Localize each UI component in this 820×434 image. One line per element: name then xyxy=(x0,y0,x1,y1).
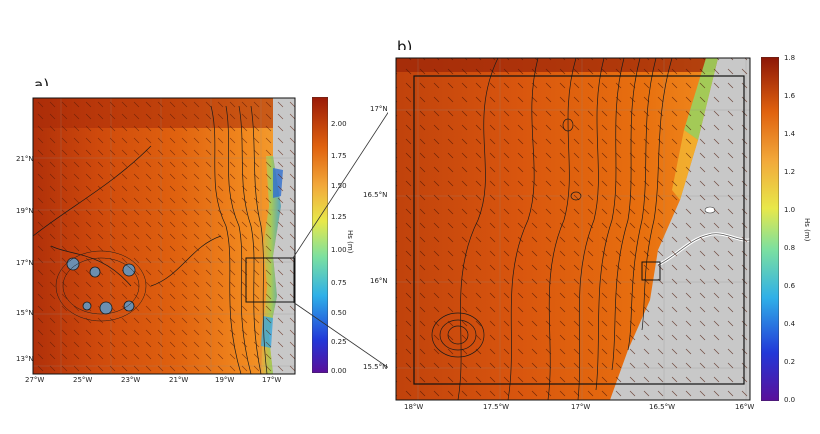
panel-a-xtick: 23°W xyxy=(121,376,141,384)
panel-a-ytick: 13°N xyxy=(16,355,34,363)
panel-b-cb-tick: 1.8 xyxy=(784,54,796,62)
panel-a-cb-tick: 0.00 xyxy=(331,367,347,375)
panel-b-xtick: 17.5°W xyxy=(483,403,510,411)
panel-b-cb-tick: 0.6 xyxy=(784,282,796,290)
panel-b-xtick: 16°W xyxy=(735,403,755,411)
panel-a-xtick: 21°W xyxy=(169,376,189,384)
panel-b-ytick: 16.5°N xyxy=(363,191,388,199)
panel-a-cb-tick: 1.50 xyxy=(331,182,347,190)
panel-a-ytick: 19°N xyxy=(16,207,34,215)
panel-b-inner-domain xyxy=(413,75,745,385)
panel-b-xtick: 17°W xyxy=(571,403,591,411)
panel-b-cb-tick: 0.2 xyxy=(784,358,796,366)
panel-b-cb-tick: 1.2 xyxy=(784,168,796,176)
panel-b-cb-tick: 1.6 xyxy=(784,92,796,100)
panel-a-cb-tick: 0.50 xyxy=(331,309,347,317)
panel-b-ytick: 16°N xyxy=(370,277,388,285)
panel-a-ytick: 21°N xyxy=(16,155,34,163)
panel-b-map xyxy=(388,50,758,402)
panel-a-map xyxy=(11,86,301,384)
panel-b-ytick: 17°N xyxy=(370,105,388,113)
panel-a-cb-tick: 1.75 xyxy=(331,152,347,160)
panel-a-colorbar xyxy=(312,97,328,373)
panel-b-cb-tick: 0.4 xyxy=(784,320,796,328)
panel-b-cb-title: Hs (m) xyxy=(803,218,811,242)
panel-b-cb-tick: 0.0 xyxy=(784,396,796,404)
panel-a-xtick: 19°W xyxy=(215,376,235,384)
panel-a-zoom-box xyxy=(245,257,295,303)
panel-b-cb-tick: 1.4 xyxy=(784,130,796,138)
panel-b-cb-tick: 1.0 xyxy=(784,206,796,214)
panel-a-ytick: 17°N xyxy=(16,259,34,267)
panel-a-xtick: 25°W xyxy=(73,376,93,384)
panel-b-xtick: 16.5°W xyxy=(649,403,676,411)
panel-b-zoom-box xyxy=(641,261,661,281)
panel-b-frame xyxy=(395,57,751,401)
panel-b-colorbar xyxy=(761,57,779,401)
panel-b-xtick: 18°W xyxy=(404,403,424,411)
panel-a-ytick: 15°N xyxy=(16,309,34,317)
panel-a-xtick: 17°W xyxy=(262,376,282,384)
panel-a-xtick: 27°W xyxy=(25,376,45,384)
panel-a-cb-tick: 1.25 xyxy=(331,213,347,221)
panel-a-cb-tick: 1.00 xyxy=(331,246,347,254)
panel-a-cb-tick: 0.25 xyxy=(331,338,347,346)
panel-a-cb-tick: 0.75 xyxy=(331,279,347,287)
panel-a-frame xyxy=(32,97,296,375)
panel-b-cb-tick: 0.8 xyxy=(784,244,796,252)
panel-b-ytick: 15.5°N xyxy=(363,363,388,371)
panel-a-cb-tick: 2.00 xyxy=(331,120,347,128)
